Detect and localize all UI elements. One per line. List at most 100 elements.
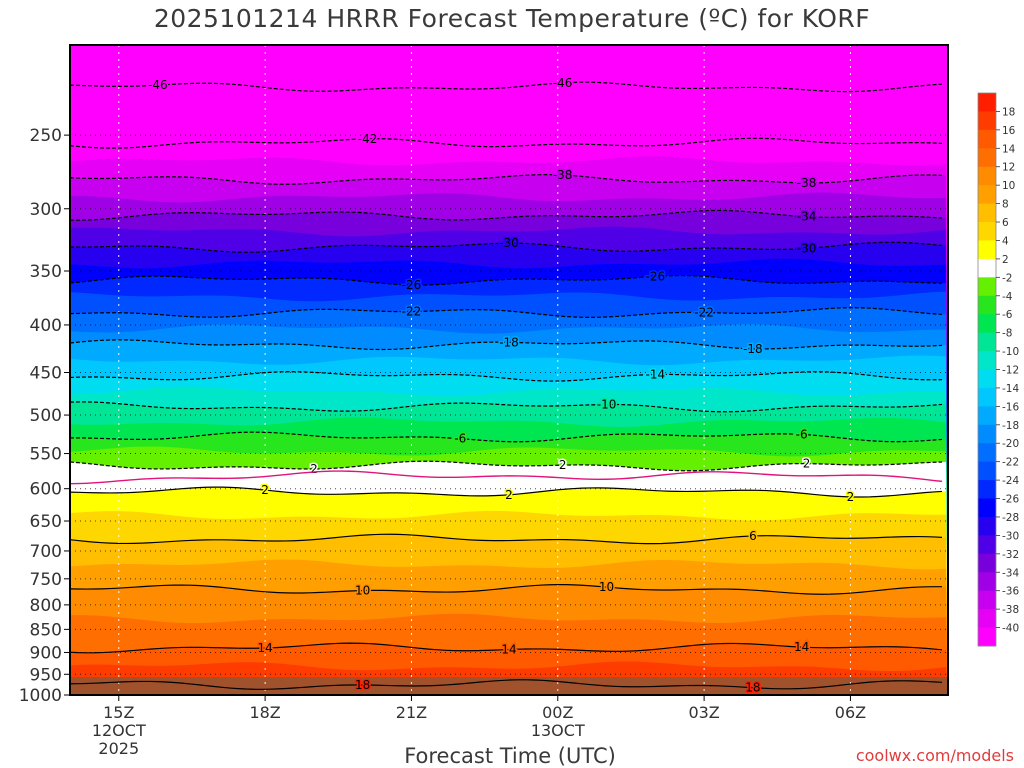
colorbar-swatch <box>978 166 996 186</box>
colorbar-swatch <box>978 461 996 481</box>
y-tick-label: 700 <box>30 542 62 562</box>
contour-label: 10 <box>355 584 370 598</box>
contour--6 <box>70 431 943 443</box>
contour-label: -14 <box>646 368 666 382</box>
contour-label: 10 <box>599 580 614 594</box>
y-tick-label: 800 <box>30 596 62 616</box>
y-tick-label: 1000 <box>19 686 62 706</box>
contour--26 <box>70 274 943 286</box>
y-tick-label: 900 <box>30 643 62 663</box>
colorbar-label: -36 <box>1002 586 1019 598</box>
contour-label: -34 <box>797 210 817 224</box>
y-tick-label: 500 <box>30 406 62 426</box>
x-tick-label: 13OCT <box>531 721 585 740</box>
colorbar-swatch <box>978 572 996 592</box>
y-tick-label: 950 <box>30 665 62 685</box>
colorbar-label: -26 <box>1002 494 1019 506</box>
y-tick-label: 550 <box>30 445 62 465</box>
contour-label: 2 <box>803 457 811 471</box>
contour-label: 2 <box>505 488 513 502</box>
colorbar-swatch <box>978 369 996 389</box>
contour--34 <box>70 209 943 221</box>
x-tick-label: 15Z <box>103 703 134 722</box>
colorbar-label: 12 <box>1002 162 1015 174</box>
contour-label: 2 <box>310 462 318 476</box>
y-tick-label: 400 <box>30 316 62 336</box>
colorbar-swatch <box>978 185 996 205</box>
colorbar-label: -16 <box>1002 401 1019 413</box>
colorbar-label: -34 <box>1002 567 1019 579</box>
colorbar-swatch <box>978 222 996 241</box>
contour-label: -6 <box>796 427 808 441</box>
colorbar-label: 10 <box>1002 180 1015 192</box>
y-axis-ticks: 250 300 350 400 450 500 550 600 650 700 750 800 850 9… <box>19 126 70 706</box>
colorbar-label: -6 <box>1002 309 1013 321</box>
colorbar-label: -18 <box>1002 420 1019 432</box>
x-tick-label: 21Z <box>396 703 427 722</box>
colorbar-swatch <box>978 424 996 444</box>
temperature-fill-bands <box>70 45 948 695</box>
contour-14 <box>70 642 943 654</box>
colorbar-label: -38 <box>1002 604 1019 616</box>
colorbar-swatch <box>978 498 996 518</box>
colorbar-swatch <box>978 443 996 463</box>
freezing-line <box>70 470 943 485</box>
contour-label: 2 <box>261 483 269 497</box>
colorbar-swatch <box>978 332 996 352</box>
y-tick-label: 600 <box>30 480 62 500</box>
contour-label: 18 <box>745 681 760 695</box>
colorbar-label: -10 <box>1002 346 1019 358</box>
colorbar-swatch <box>978 93 996 112</box>
colorbar-swatch <box>978 129 996 149</box>
contour--46 <box>70 81 943 93</box>
colorbar-label: 14 <box>1002 143 1016 155</box>
colorbar-swatch <box>978 480 996 500</box>
colorbar-label: 18 <box>1002 106 1015 118</box>
contour-label: 14 <box>794 640 809 654</box>
x-tick-label: 06Z <box>835 703 866 722</box>
contour-label: -18 <box>743 342 763 356</box>
colorbar-swatch <box>978 258 996 278</box>
contour-label: -6 <box>454 432 466 446</box>
colorbar-label: -2 <box>1002 272 1012 284</box>
contour-label: -38 <box>797 176 817 190</box>
contour-lines: -46 -46 -42 -38 -38 -34 -30 -30 -26 -26 -22 -22 -18 -… <box>70 74 943 695</box>
colorbar-swatch <box>978 553 996 573</box>
colorbar-label: -30 <box>1002 530 1019 542</box>
colorbar-label: -14 <box>1002 383 1019 395</box>
contour-label: -18 <box>499 335 519 349</box>
x-tick-label: 12OCT <box>92 721 146 740</box>
contour-18 <box>70 679 943 690</box>
x-axis-label: Forecast Time (UTC) <box>404 744 616 768</box>
contour-label: 14 <box>257 641 272 655</box>
y-tick-label: 450 <box>30 364 62 384</box>
colorbar-label: 2 <box>1002 254 1009 266</box>
colorbar-label: -28 <box>1002 512 1019 524</box>
y-tick-label: 750 <box>30 570 62 590</box>
colorbar-label: -40 <box>1002 623 1019 635</box>
contour-label: -42 <box>358 132 378 146</box>
contour--14 <box>70 371 943 382</box>
colorbar-label: -24 <box>1002 475 1019 487</box>
plot-frame <box>69 44 949 696</box>
x-tick-label: 2025 <box>98 739 139 758</box>
contour--42 <box>70 137 943 149</box>
contour-label: 14 <box>501 643 516 657</box>
contour--18 <box>70 339 943 351</box>
colorbar-swatch <box>978 148 996 168</box>
contour-label: 2 <box>847 490 855 504</box>
x-tick-label: 18Z <box>249 703 280 722</box>
contour-label: -22 <box>694 306 714 320</box>
credit-link[interactable]: coolwx.com/models <box>855 746 1014 765</box>
contour-6 <box>70 533 943 545</box>
ground-layer <box>70 677 948 695</box>
contour-label: -46 <box>553 76 573 90</box>
contour-label: 18 <box>355 678 370 692</box>
colorbar-swatch <box>978 277 996 297</box>
colorbar: 18 16 14 12 10 8 6 4 2 -2 -4 -6 -8 -10 -12 -14 -16 -18 -20… <box>977 92 1019 647</box>
x-tick-label: 03Z <box>688 703 719 722</box>
colorbar-label: 8 <box>1002 199 1009 211</box>
y-tick-label: 650 <box>30 512 62 532</box>
colorbar-swatch <box>978 295 996 315</box>
